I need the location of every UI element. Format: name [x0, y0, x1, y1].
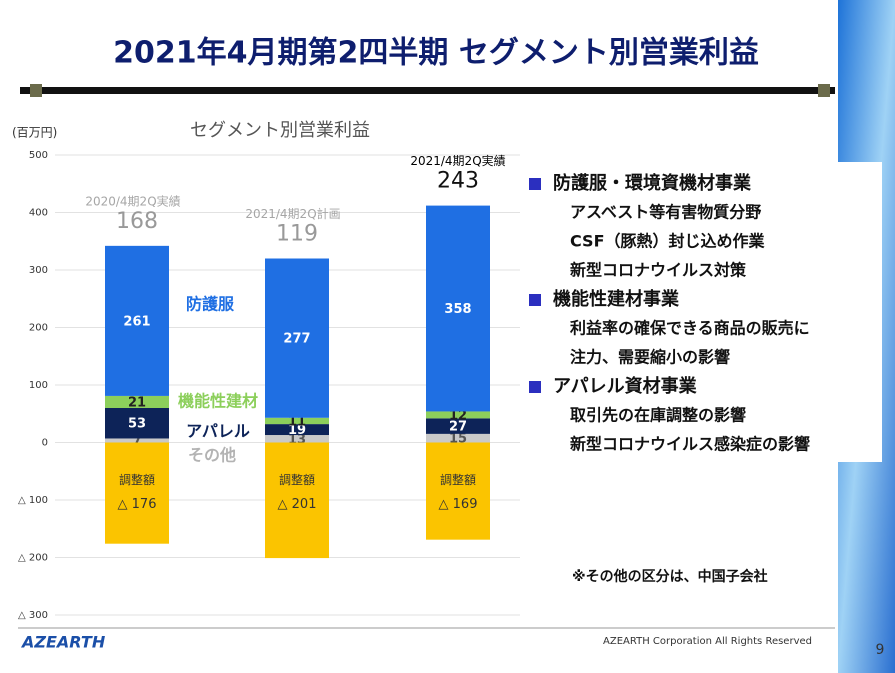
value-label: △ 201: [278, 497, 317, 512]
bar-segment: [265, 417, 329, 425]
bar-segment: [265, 435, 329, 443]
value-label: 7: [132, 434, 141, 449]
y-axis-label: (百万円): [12, 126, 57, 140]
category-label: 2021/4期2Q実績: [410, 153, 505, 168]
legend-label: 防護服: [186, 295, 235, 314]
bar-segment: [105, 395, 169, 408]
bar-segment: [105, 245, 169, 396]
chart-title: セグメント別営業利益: [190, 120, 370, 141]
bar-segment: [426, 418, 490, 434]
value-label: 261: [123, 314, 150, 329]
bullet: [529, 381, 541, 393]
section-item: 新型コロナウイルス感染症の影響: [570, 435, 810, 454]
bar-segment: [265, 442, 329, 559]
value-label: 12: [449, 408, 467, 423]
y-tick-label: △ 200: [18, 553, 48, 564]
section-heading: 防護服・環境資機材事業: [553, 172, 752, 194]
category-label: 2021/4期2Q計画: [245, 206, 340, 221]
bar-segment: [105, 408, 169, 439]
legend-label: 機能性建材: [178, 392, 258, 411]
bar-segment: [426, 411, 490, 419]
y-tick-label: △ 100: [18, 495, 48, 506]
value-label: 27: [449, 420, 467, 435]
legend-label: その他: [188, 446, 236, 465]
rule-end: [818, 84, 830, 97]
y-tick-label: 200: [29, 323, 48, 334]
y-tick-label: 400: [29, 208, 48, 219]
section-item: CSF（豚熱）封じ込め作業: [570, 232, 765, 251]
value-label: 53: [128, 417, 146, 432]
copyright: AZEARTH Corporation All Rights Reserved: [603, 636, 812, 647]
total-label: 243: [437, 169, 479, 194]
section-item: 新型コロナウイルス対策: [570, 261, 747, 280]
bar-segment: [105, 438, 169, 443]
section-item: 利益率の確保できる商品の販売に: [570, 319, 810, 338]
bullet: [529, 294, 541, 306]
y-tick-label: 0: [42, 438, 48, 449]
total-label: 168: [116, 209, 158, 234]
value-label: 277: [283, 332, 310, 347]
value-label: 358: [444, 302, 471, 317]
bar-segment: [105, 442, 169, 544]
bar-segment: [426, 433, 490, 443]
note: ※その他の区分は、中国子会社: [572, 568, 768, 585]
category-label: 2020/4期2Q実績: [85, 193, 180, 208]
value-label: △ 169: [439, 497, 478, 512]
text-panel: [520, 162, 882, 462]
total-label: 119: [276, 222, 318, 247]
bullet: [529, 178, 541, 190]
logo: AZEARTH: [20, 633, 106, 652]
value-label: 11: [288, 414, 306, 429]
bar-segment: [426, 442, 490, 540]
segment-name: 調整額: [440, 472, 476, 487]
segment-name: 調整額: [279, 472, 315, 487]
section-item: アスベスト等有害物質分野: [570, 203, 761, 222]
value-label: 19: [288, 423, 306, 438]
rule-end: [30, 84, 42, 97]
bar-segment: [265, 258, 329, 418]
y-tick-label: 500: [29, 150, 48, 161]
section-heading: アパレル資材事業: [553, 375, 698, 397]
section-item: 取引先の在庫調整の影響: [570, 406, 746, 425]
y-tick-label: 100: [29, 380, 48, 391]
y-tick-label: 300: [29, 265, 48, 276]
section-item: 注力、需要縮小の影響: [570, 348, 730, 367]
legend-label: アパレル: [186, 422, 250, 441]
bar-segment: [265, 424, 329, 436]
page-number: 9: [876, 642, 885, 658]
value-label: △ 176: [118, 497, 157, 512]
section-heading: 機能性建材事業: [553, 288, 680, 310]
title-rule: [20, 87, 835, 94]
y-tick-label: △ 300: [18, 610, 48, 621]
slide-title: 2021年4月期第2四半期 セグメント別営業利益: [113, 36, 759, 71]
value-label: 21: [128, 395, 146, 410]
segment-name: 調整額: [119, 472, 155, 487]
bar-segment: [426, 205, 490, 412]
